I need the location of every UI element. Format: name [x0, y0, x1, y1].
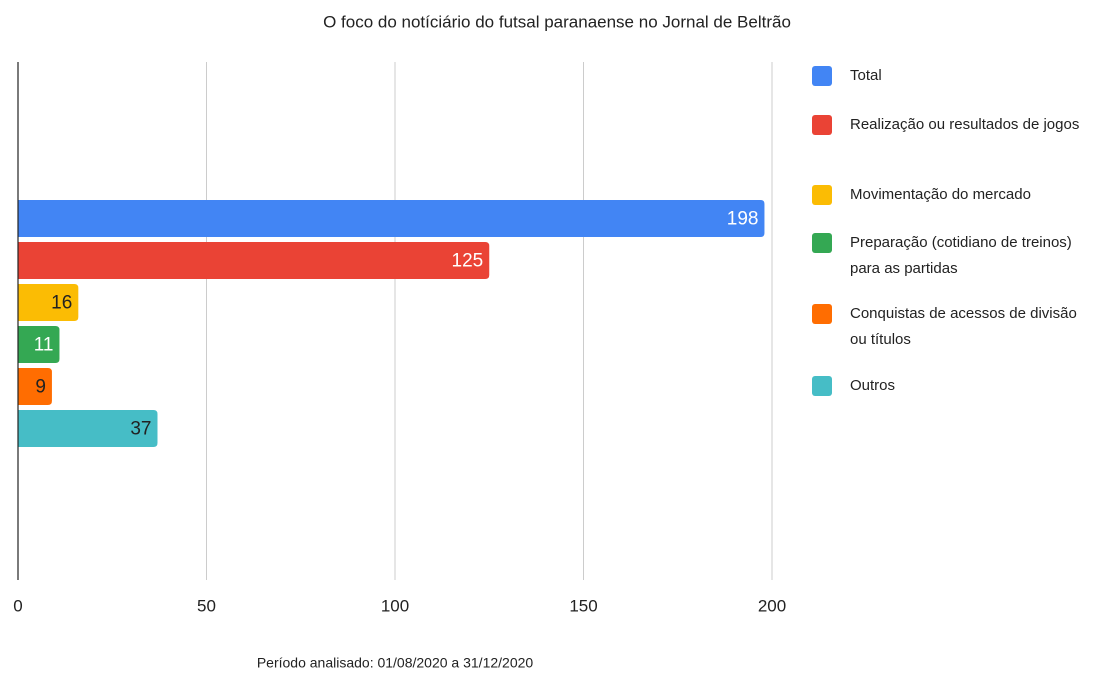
data-label: 16 [51, 293, 72, 314]
legend-item: Movimentação do mercado [812, 184, 1090, 208]
bar [18, 200, 765, 237]
x-tick-label: 200 [758, 596, 786, 615]
data-label: 125 [452, 251, 484, 272]
legend-swatch [812, 115, 832, 135]
legend-swatch [812, 304, 832, 324]
x-tick-label: 150 [569, 596, 597, 615]
legend-item: Realização ou resultados de jogos [812, 114, 1090, 138]
x-tick-label: 100 [381, 596, 409, 615]
legend-swatch [812, 185, 832, 205]
bar [18, 410, 158, 447]
legend-swatch [812, 376, 832, 396]
legend-item: Outros [812, 375, 1090, 399]
legend-swatch [812, 233, 832, 253]
legend-item: Total [812, 65, 1090, 89]
bar [18, 284, 79, 321]
data-label: 9 [35, 377, 46, 398]
legend-label: Conquistas de acessos de divisão ou títu… [850, 305, 1077, 348]
x-tick-label: 0 [13, 596, 22, 615]
chart-title: O foco do notíciário do futsal paranaens… [323, 12, 791, 31]
legend-swatch [812, 66, 832, 86]
legend-label: Realização ou resultados de jogos [850, 116, 1080, 133]
legend-label: Movimentação do mercado [850, 186, 1031, 203]
legend-label: Total [850, 67, 882, 84]
legend-label: Preparação (cotidiano de treinos) para a… [850, 234, 1072, 277]
bar [18, 368, 52, 405]
legend-item: Conquistas de acessos de divisão ou títu… [812, 303, 1090, 353]
data-label: 198 [727, 209, 759, 230]
bar [18, 326, 60, 363]
data-label: 37 [130, 419, 151, 440]
bar [18, 242, 490, 279]
legend-item: Preparação (cotidiano de treinos) para a… [812, 232, 1090, 282]
x-tick-label: 50 [197, 596, 216, 615]
annotation: Período analisado: 01/08/2020 a 31/12/20… [257, 655, 534, 671]
data-label: 11 [34, 335, 54, 356]
legend-label: Outros [850, 377, 896, 394]
